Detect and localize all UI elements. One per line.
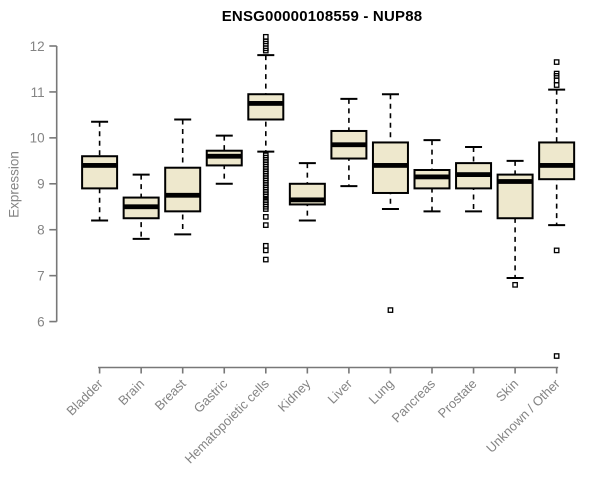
- box-breast: [164, 166, 202, 213]
- outlier-point-hematopoietic-cells: [262, 193, 269, 200]
- outlier-point-hematopoietic-cells: [262, 33, 269, 40]
- x-tick-label-breast: Breast: [152, 376, 189, 413]
- outlier-point-hematopoietic-cells: [262, 206, 269, 212]
- outlier-point-unknown-other: [553, 82, 560, 88]
- x-tick-label-unknown-other: Unknown / Other: [483, 376, 563, 456]
- y-tick-label: 12: [30, 39, 45, 54]
- boxplot-prostate: [455, 146, 493, 213]
- boxplot-breast: [164, 118, 202, 236]
- x-tick-label-liver: Liver: [324, 376, 355, 407]
- outlier-point-hematopoietic-cells: [262, 256, 269, 263]
- boxplot-unknown-other: [538, 59, 576, 359]
- median-line-liver: [331, 142, 367, 148]
- outlier-point-hematopoietic-cells: [262, 247, 269, 254]
- outlier-point-unknown-other: [553, 77, 560, 84]
- median-line-unknown-other: [539, 163, 575, 168]
- y-tick-label: 11: [31, 85, 45, 100]
- y-tick-label: 10: [30, 131, 45, 146]
- outlier-point-unknown-other: [553, 59, 560, 65]
- box-unknown-other: [538, 141, 576, 181]
- y-tick-label: 9: [37, 177, 45, 192]
- box-hematopoietic-cells: [247, 93, 285, 121]
- median-line-bladder: [82, 163, 118, 168]
- median-line-gastric: [206, 153, 242, 159]
- median-line-lung: [372, 163, 408, 168]
- boxplot-brain: [122, 173, 160, 240]
- boxplot-bladder: [81, 120, 119, 222]
- boxplot-gastric: [205, 134, 243, 185]
- boxplot-pancreas: [413, 139, 451, 213]
- y-tick-label: 7: [37, 269, 45, 284]
- x-tick-label-prostate: Prostate: [435, 376, 480, 421]
- outlier-point-unknown-other: [553, 247, 560, 254]
- median-line-pancreas: [414, 174, 450, 180]
- median-line-skin: [497, 179, 533, 184]
- x-tick-label-brain: Brain: [115, 376, 147, 408]
- median-line-brain: [123, 204, 159, 210]
- boxplot-kidney: [288, 162, 326, 222]
- outlier-point-lung: [387, 307, 394, 313]
- boxplot-lung: [371, 93, 409, 313]
- outlier-point-skin: [512, 281, 518, 288]
- y-tick-label: 6: [37, 314, 45, 329]
- box-bladder: [81, 155, 119, 190]
- outlier-point-unknown-other: [553, 353, 560, 359]
- x-tick-label-bladder: Bladder: [63, 376, 106, 419]
- median-line-kidney: [289, 197, 325, 203]
- outlier-point-hematopoietic-cells: [262, 47, 269, 54]
- y-tick-label: 8: [37, 223, 45, 238]
- median-line-hematopoietic-cells: [248, 101, 284, 106]
- boxplot-hematopoietic-cells: [247, 33, 285, 263]
- x-tick-label-skin: Skin: [493, 376, 521, 404]
- x-tick-label-pancreas: Pancreas: [389, 376, 439, 426]
- outlier-point-hematopoietic-cells: [262, 214, 269, 220]
- boxplot-skin: [496, 159, 534, 288]
- outlier-point-hematopoietic-cells: [262, 242, 269, 249]
- median-line-prostate: [456, 172, 492, 178]
- x-tick-label-lung: Lung: [366, 376, 397, 407]
- chart-title: ENSG00000108559 - NUP88: [221, 8, 423, 25]
- outlier-point-hematopoietic-cells: [262, 222, 269, 228]
- median-line-breast: [165, 192, 201, 198]
- x-tick-label-kidney: Kidney: [275, 376, 314, 415]
- boxplot-liver: [330, 97, 368, 188]
- x-tick-label-gastric: Gastric: [191, 376, 231, 416]
